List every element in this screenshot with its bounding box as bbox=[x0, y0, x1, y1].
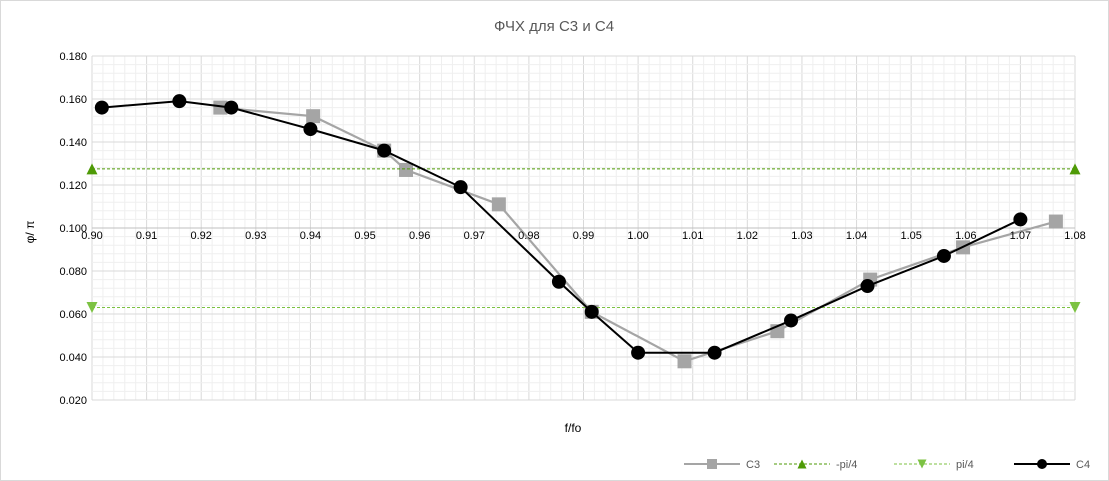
legend-label: -pi/4 bbox=[836, 459, 857, 471]
data-point bbox=[213, 100, 228, 115]
x-tick-label: 0.92 bbox=[191, 230, 212, 242]
series-c4 bbox=[94, 94, 1028, 360]
y-tick-label: 0.080 bbox=[59, 266, 87, 278]
x-tick-label: 0.99 bbox=[573, 230, 594, 242]
data-point bbox=[453, 180, 468, 195]
data-point bbox=[1069, 302, 1081, 314]
legend-marker bbox=[917, 459, 927, 469]
series-line bbox=[101, 100, 1021, 354]
data-point bbox=[224, 100, 239, 115]
data-point bbox=[631, 345, 646, 360]
data-point bbox=[86, 163, 98, 175]
data-point bbox=[551, 274, 566, 289]
data-point bbox=[86, 302, 98, 314]
data-point bbox=[491, 197, 506, 212]
data-point bbox=[1048, 214, 1063, 229]
y-tick-label: 0.160 bbox=[59, 94, 87, 106]
series-layer bbox=[86, 94, 1081, 369]
tick-labels: 0.90 0.91 0.92 0.93 0.94 0.95 0.96 0.97 0.98 0.99… bbox=[59, 51, 1085, 407]
x-tick-label: 1.04 bbox=[846, 230, 867, 242]
data-point bbox=[677, 354, 692, 369]
y-tick-label: 0.140 bbox=[59, 137, 87, 149]
data-point bbox=[1013, 212, 1028, 227]
chart-title: ФЧХ для C3 и C4 bbox=[494, 18, 614, 35]
y-axis-label: φ/ π bbox=[23, 221, 37, 244]
data-point bbox=[303, 122, 318, 137]
data-point bbox=[172, 94, 187, 109]
legend[interactable]: C3 -pi/4 pi/4 C4 bbox=[684, 459, 1090, 471]
x-tick-label: 0.98 bbox=[518, 230, 539, 242]
data-point bbox=[584, 304, 599, 319]
x-tick-label: 0.95 bbox=[354, 230, 375, 242]
series-pi4 bbox=[86, 302, 1081, 314]
x-tick-label: 0.91 bbox=[136, 230, 157, 242]
legend-label: C4 bbox=[1076, 459, 1090, 471]
legend-label: pi/4 bbox=[956, 459, 974, 471]
x-tick-label: 0.94 bbox=[300, 230, 321, 242]
x-tick-label: 0.97 bbox=[464, 230, 485, 242]
grid bbox=[91, 55, 1076, 401]
data-point bbox=[784, 313, 799, 328]
data-point bbox=[860, 279, 875, 294]
legend-marker bbox=[1037, 459, 1047, 469]
legend-marker bbox=[797, 459, 807, 469]
data-point bbox=[377, 143, 392, 158]
data-point bbox=[936, 248, 951, 263]
x-tick-label: 1.07 bbox=[1010, 230, 1031, 242]
data-point bbox=[306, 109, 321, 124]
data-point bbox=[1069, 163, 1081, 175]
x-tick-label: 0.90 bbox=[81, 230, 102, 242]
y-tick-label: 0.120 bbox=[59, 180, 87, 192]
y-tick-label: 0.180 bbox=[59, 51, 87, 63]
legend-item[interactable]: pi/4 bbox=[894, 459, 974, 471]
y-tick-label: 0.100 bbox=[59, 223, 87, 235]
y-tick-label: 0.060 bbox=[59, 309, 87, 321]
legend-marker bbox=[707, 459, 717, 469]
x-axis-label: f/fo bbox=[565, 421, 582, 435]
legend-item[interactable]: C4 bbox=[1014, 459, 1090, 471]
legend-item[interactable]: -pi/4 bbox=[774, 459, 857, 471]
data-point bbox=[707, 345, 722, 360]
data-point bbox=[94, 100, 109, 115]
x-tick-label: 1.01 bbox=[682, 230, 703, 242]
x-tick-label: 1.00 bbox=[627, 230, 648, 242]
x-tick-label: 1.08 bbox=[1064, 230, 1085, 242]
legend-item[interactable]: C3 bbox=[684, 459, 760, 471]
data-point bbox=[399, 162, 414, 177]
x-tick-label: 0.96 bbox=[409, 230, 430, 242]
legend-label: C3 bbox=[746, 459, 760, 471]
y-tick-label: 0.040 bbox=[59, 352, 87, 364]
series-pi4 bbox=[86, 163, 1081, 175]
x-tick-label: 0.93 bbox=[245, 230, 266, 242]
x-tick-label: 1.02 bbox=[737, 230, 758, 242]
x-tick-label: 1.06 bbox=[955, 230, 976, 242]
x-tick-label: 1.03 bbox=[791, 230, 812, 242]
x-tick-label: 1.05 bbox=[900, 230, 921, 242]
y-tick-label: 0.020 bbox=[59, 395, 87, 407]
